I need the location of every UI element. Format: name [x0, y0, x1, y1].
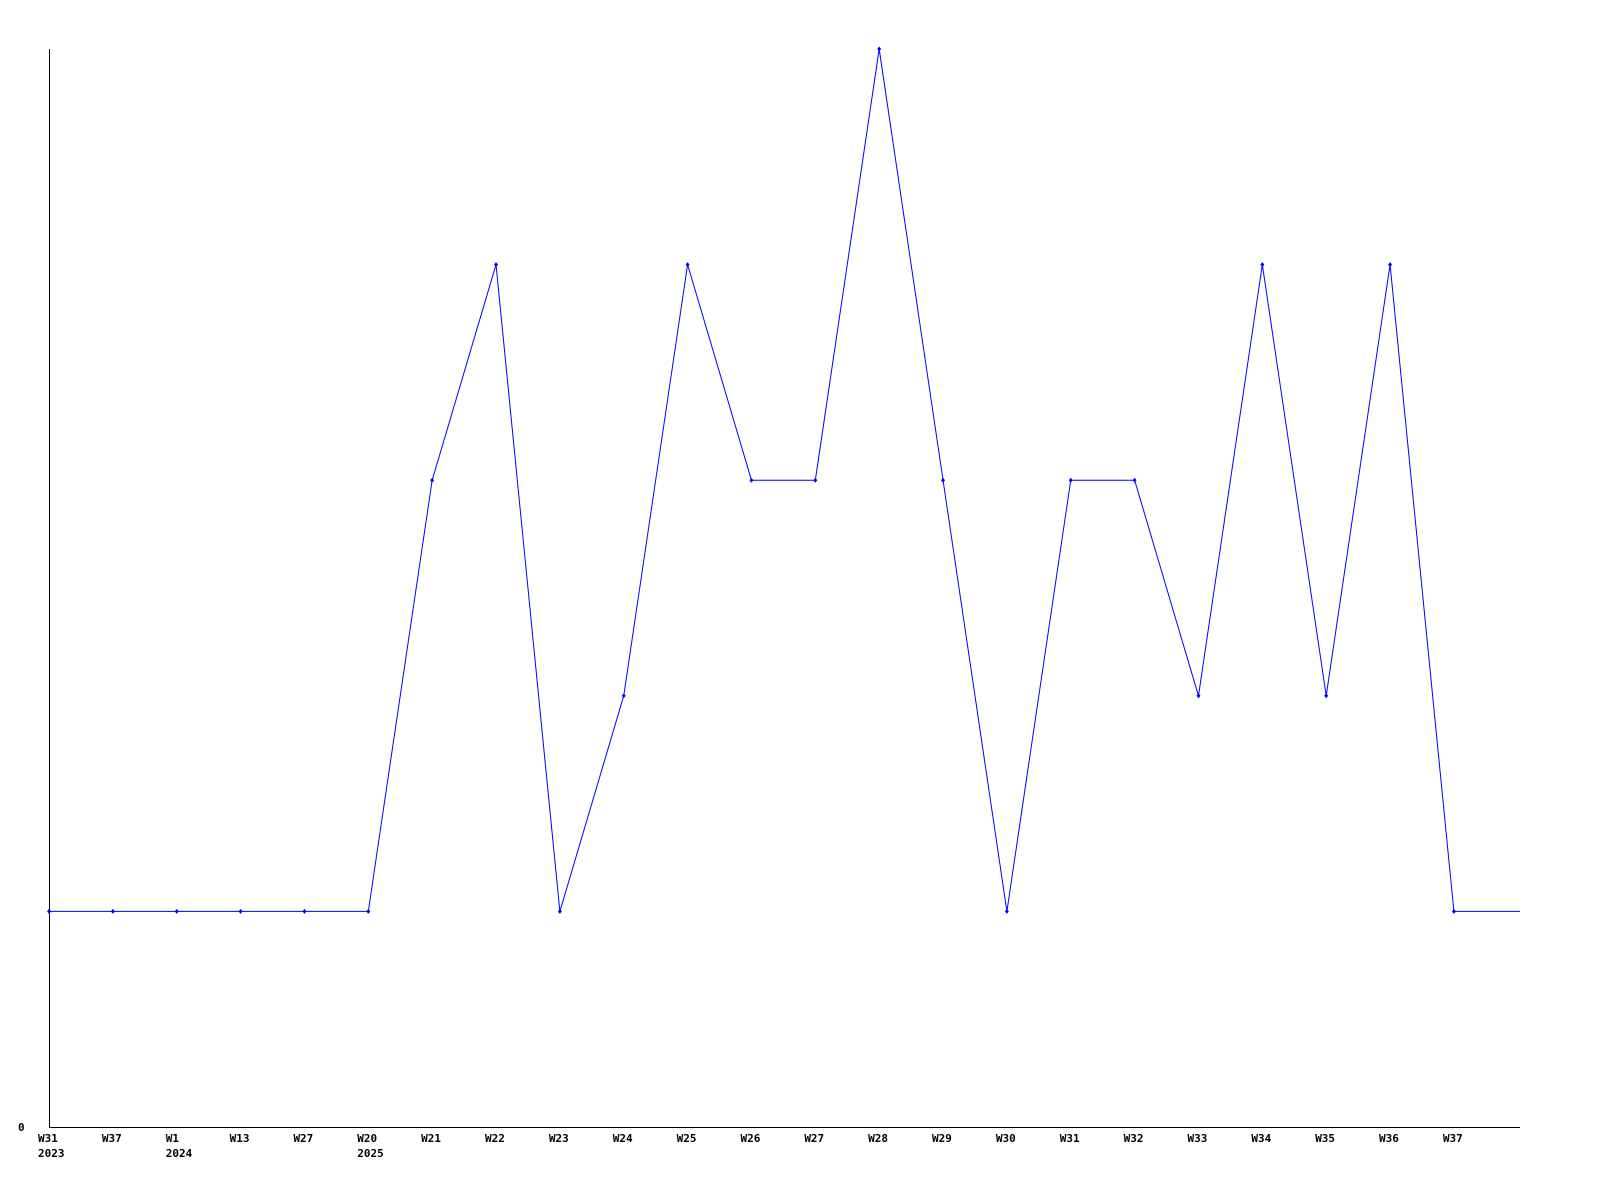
data-point: [621, 693, 626, 699]
data-point: [494, 262, 499, 268]
x-tick-label: W23: [549, 1132, 569, 1145]
data-point: [238, 908, 243, 914]
data-point: [1324, 693, 1329, 699]
x-tick-year-label: 2025: [357, 1147, 384, 1160]
data-point: [685, 262, 690, 268]
x-tick-label: W1: [166, 1132, 180, 1145]
data-point: [110, 908, 115, 914]
data-point: [47, 908, 51, 914]
data-point: [557, 908, 562, 914]
x-tick-label: W37: [102, 1132, 122, 1145]
x-tick-label: W36: [1379, 1132, 1399, 1145]
x-tick-label: W34: [1251, 1132, 1271, 1145]
data-point: [1132, 477, 1137, 483]
x-tick-label: W21: [421, 1132, 441, 1145]
x-tick-label: W24: [613, 1132, 633, 1145]
data-point: [1388, 262, 1393, 268]
x-tick-label: W27: [293, 1132, 313, 1145]
x-tick-label: W37: [1443, 1132, 1463, 1145]
x-tick-label: W27: [804, 1132, 824, 1145]
x-tick-year-label: 2023: [38, 1147, 65, 1160]
x-tick-label: W31: [1060, 1132, 1080, 1145]
x-tick-label: W28: [868, 1132, 888, 1145]
y-tick-label: 0: [18, 1121, 25, 1134]
data-point: [877, 46, 882, 52]
x-tick-year-label: 2024: [166, 1147, 193, 1160]
data-point: [302, 908, 307, 914]
data-point: [366, 908, 371, 914]
data-point: [174, 908, 179, 914]
x-tick-label: W32: [1124, 1132, 1144, 1145]
series-line: [49, 48, 1520, 912]
x-tick-label: W13: [230, 1132, 250, 1145]
x-tick-label: W29: [932, 1132, 952, 1145]
data-point: [1196, 693, 1201, 699]
x-tick-label: W31: [38, 1132, 58, 1145]
x-tick-label: W33: [1187, 1132, 1207, 1145]
x-tick-label: W35: [1315, 1132, 1335, 1145]
x-tick-label: W22: [485, 1132, 505, 1145]
x-tick-label: W25: [677, 1132, 697, 1145]
data-point: [749, 477, 754, 483]
data-point: [1451, 908, 1456, 914]
data-point: [1260, 262, 1265, 268]
data-point: [1004, 908, 1009, 914]
data-point: [941, 477, 946, 483]
x-tick-label: W26: [740, 1132, 760, 1145]
x-tick-label: W30: [996, 1132, 1016, 1145]
data-point: [1068, 477, 1073, 483]
data-point: [430, 477, 435, 483]
x-tick-label: W20: [357, 1132, 377, 1145]
data-point: [813, 477, 818, 483]
